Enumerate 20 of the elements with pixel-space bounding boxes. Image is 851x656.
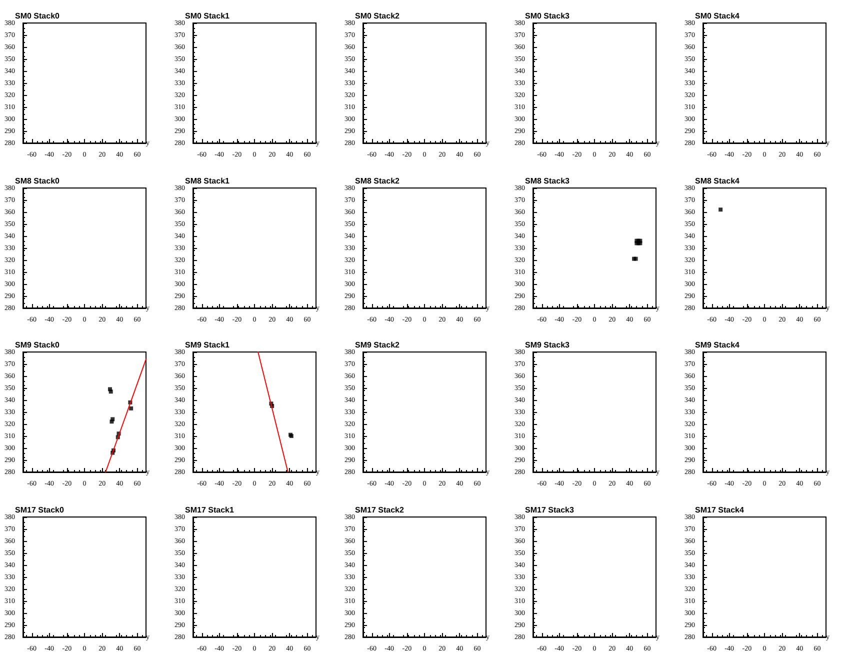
chart-title: SM17 Stack4 (695, 505, 744, 514)
chart-title: SM0 Stack2 (355, 12, 400, 20)
chart-title: SM0 Stack1 (185, 12, 230, 20)
chart-title: SM17 Stack2 (355, 505, 404, 514)
chart-title: SM8 Stack2 (355, 176, 400, 185)
chart-title: SM9 Stack2 (355, 340, 400, 350)
chart-title: SM17 Stack1 (185, 505, 234, 514)
chart-title: SM8 Stack3 (525, 176, 570, 185)
chart-title: SM8 Stack0 (15, 176, 60, 185)
chart-title: SM8 Stack1 (185, 176, 230, 185)
chart-title: SM9 Stack4 (695, 340, 740, 350)
chart-title: SM9 Stack1 (185, 340, 230, 350)
chart-title: SM9 Stack3 (525, 340, 570, 350)
chart-title: SM0 Stack0 (15, 12, 60, 20)
chart-title: SM8 Stack4 (695, 176, 740, 185)
chart-title: SM17 Stack3 (525, 505, 574, 514)
chart-title: SM17 Stack0 (15, 505, 64, 514)
chart-title: SM0 Stack4 (695, 12, 740, 20)
chart-title: SM9 Stack0 (15, 340, 60, 350)
chart-title: SM0 Stack3 (525, 12, 570, 20)
